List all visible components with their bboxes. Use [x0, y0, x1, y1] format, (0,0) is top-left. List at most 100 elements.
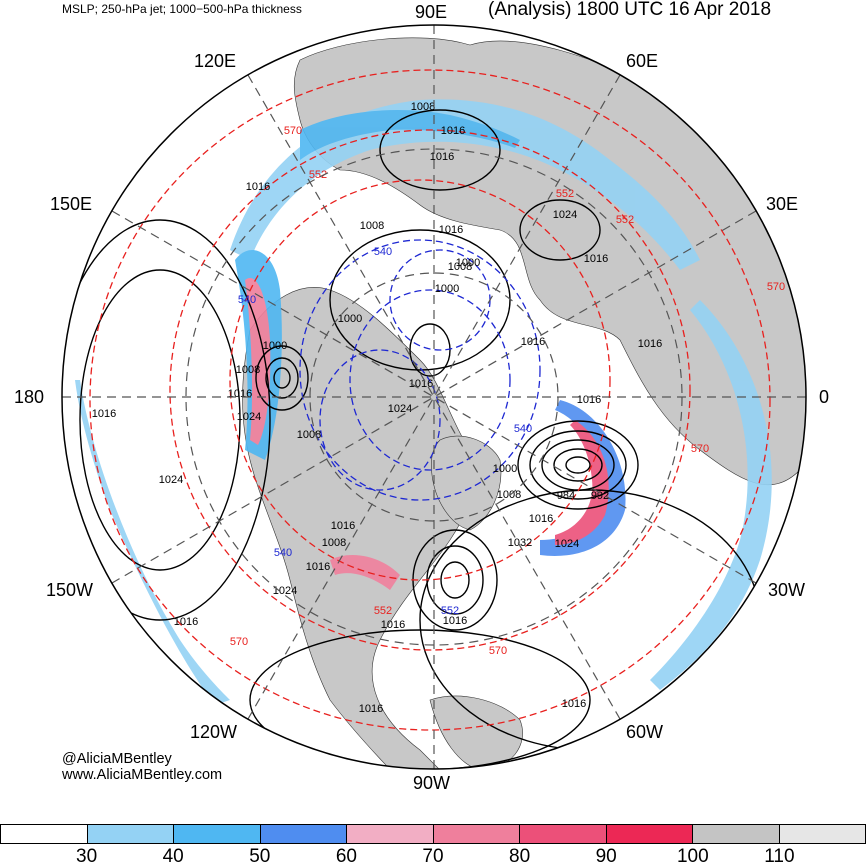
- lon-label-60e: 60E: [626, 51, 659, 71]
- credit-handle: @AliciaMBentley: [62, 751, 172, 767]
- lon-label-180: 180: [14, 387, 45, 407]
- mslp-low-atlantic-2: [553, 448, 603, 482]
- mslp-label: 1016: [246, 181, 270, 193]
- thickness-label: 570: [691, 443, 709, 455]
- colorbar-label: 100: [676, 846, 709, 867]
- thickness-cold-4: [319, 349, 441, 491]
- thickness-label: 570: [489, 645, 507, 657]
- header-right-title: (Analysis) 1800 UTC 16 Apr 2018: [488, 0, 772, 20]
- colorbar-label: 110: [764, 846, 795, 867]
- mslp-label: 1000: [338, 313, 362, 325]
- lon-label-90e: 90E: [415, 2, 448, 22]
- mslp-low-pacific-3: [255, 345, 309, 411]
- mslp-low-atlantic-5: [517, 420, 639, 510]
- mslp-low-pacific-2: [265, 357, 299, 399]
- colorbar-swatch: [260, 825, 347, 843]
- map-border: [61, 24, 807, 770]
- thickness-label: 540: [514, 423, 532, 435]
- thickness-cold-1: [299, 239, 541, 501]
- lon-label-30w: 30W: [768, 580, 806, 600]
- mslp-label: 1000: [263, 340, 287, 352]
- mslp-label: 1000: [435, 283, 459, 295]
- header-left-title: MSLP; 250-hPa jet; 1000−500-hPa thicknes…: [62, 2, 302, 16]
- mslp-label: 1016: [441, 125, 465, 137]
- lon-label-90w: 90W: [413, 773, 451, 793]
- mslp-label: 1008: [360, 220, 384, 232]
- lon-label-150e: 150E: [50, 194, 93, 214]
- mslp-south-high: [249, 629, 591, 769]
- thickness-540: [229, 179, 611, 581]
- mslp-label: 1008: [236, 364, 260, 376]
- meridian-30e-150w: [111, 210, 757, 584]
- land-north-america: [242, 287, 475, 769]
- thickness-label: 540: [374, 246, 392, 258]
- colorbar-label: 30: [76, 846, 98, 867]
- mslp-low-us-2: [426, 545, 484, 615]
- mslp-label: 1008: [322, 537, 346, 549]
- lon-label-120w: 120W: [190, 722, 238, 742]
- mslp-arctic-1: [409, 323, 451, 377]
- mslp-label: 1016: [439, 224, 463, 236]
- colorbar-label: 50: [249, 846, 271, 867]
- lon-label-150w: 150W: [46, 580, 94, 600]
- mslp-label: 1016: [306, 561, 330, 573]
- mslp-label: 1016: [584, 253, 608, 265]
- thickness-label: 552: [616, 214, 634, 226]
- mslp-label: 1016: [228, 388, 252, 400]
- mslp-label: 1024: [237, 411, 261, 423]
- jet-core-north: [300, 110, 520, 160]
- colorbar-swatch: [1, 825, 88, 843]
- mslp-low-us-1: [440, 561, 470, 599]
- thickness-552: [169, 129, 691, 651]
- lon-label-120e: 120E: [194, 51, 237, 71]
- colorbar-label: 90: [595, 846, 617, 867]
- land-central-america: [429, 695, 523, 769]
- mslp-label: 1016: [331, 520, 355, 532]
- mslp-label: 1016: [381, 619, 405, 631]
- colorbar: [0, 824, 866, 844]
- mslp-low-atlantic-1: [565, 456, 591, 474]
- mslp-north-1: [379, 109, 501, 191]
- colorbar-label: 70: [422, 846, 444, 867]
- colorbar-swatch: [433, 825, 520, 843]
- lon-label-30e: 30E: [766, 194, 799, 214]
- mslp-label: 1016: [409, 378, 433, 390]
- mslp-label: 1016: [529, 513, 553, 525]
- mslp-label: 1008: [448, 261, 472, 273]
- thickness-570: [89, 69, 771, 731]
- mslp-label: 1024: [273, 585, 297, 597]
- jet-core-atlantic: [540, 400, 626, 556]
- thickness-label: 552: [556, 188, 574, 200]
- thickness-cold-2: [349, 289, 511, 471]
- jet-band-north: [230, 99, 700, 271]
- mslp-high-pacific-outer: [62, 219, 271, 621]
- jet-core-atlantic-max: [555, 420, 609, 545]
- mslp-label: 1024: [553, 209, 577, 221]
- colorbar-label: 80: [509, 846, 531, 867]
- colorbar-swatch: [87, 825, 174, 843]
- mslp-north-2: [519, 199, 601, 261]
- colorbar-swatch: [520, 825, 607, 843]
- meridian-60e-120w: [247, 74, 621, 720]
- colorbar-swatch: [693, 825, 780, 843]
- lon-label-0: 0: [819, 387, 830, 407]
- thickness-label: 570: [230, 636, 248, 648]
- thickness-contours: [89, 69, 771, 731]
- mslp-arctic-2: [329, 229, 511, 371]
- thickness-label: 552: [309, 169, 327, 181]
- thickness-label: 570: [284, 125, 302, 137]
- colorbar-label: 60: [335, 846, 357, 867]
- mslp-label: 1016: [174, 616, 198, 628]
- mslp-label: 1016: [359, 703, 383, 715]
- contour-labels: 1008 1016 1016 1016 1008 1016 1000 1008 …: [92, 101, 785, 715]
- graticule: [62, 25, 806, 769]
- mslp-label: 1000: [493, 463, 517, 475]
- lon-label-60w: 60W: [626, 722, 664, 742]
- mslp-label: 1016: [638, 338, 662, 350]
- thickness-label: 540: [274, 547, 292, 559]
- mslp-label: 1016: [92, 408, 116, 420]
- colorbar-swatch: [779, 825, 865, 843]
- credit-website: www.AliciaMBentley.com: [62, 767, 223, 783]
- jet-core-pacific-max: [245, 278, 271, 445]
